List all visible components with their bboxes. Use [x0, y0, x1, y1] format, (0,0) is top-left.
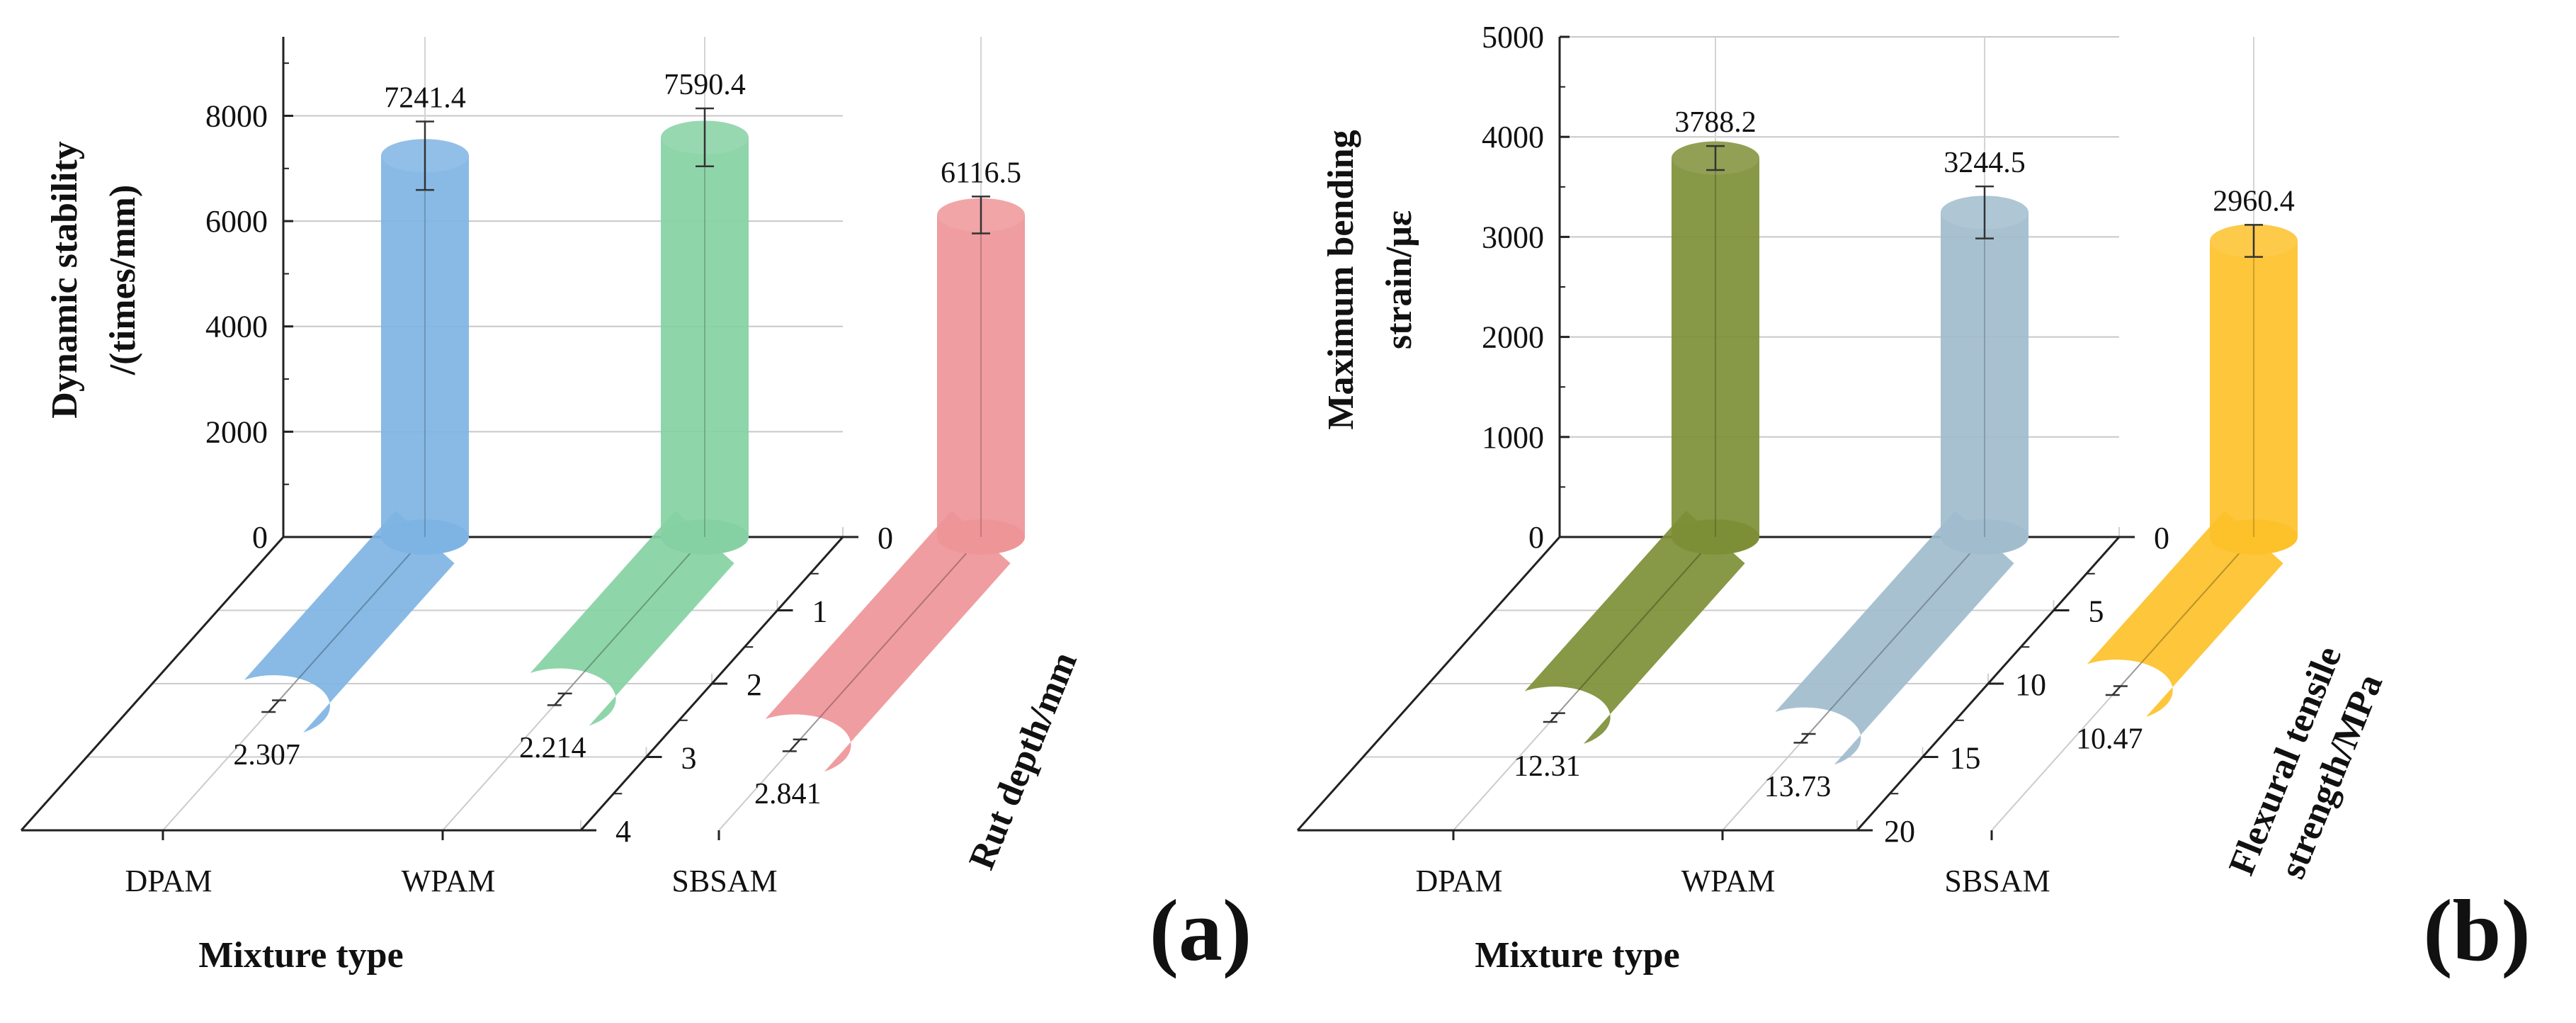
z-tick-label: 0 [2154, 521, 2169, 555]
bar-value-label: 3244.5 [1944, 147, 2026, 179]
y-tick-label: 4000 [205, 310, 268, 344]
z-tick-label: 10 [2015, 667, 2046, 702]
x-tick-label: DPAM [125, 864, 212, 898]
floor-value-label: 10.47 [2076, 723, 2143, 756]
y-axis-title: /(times/mm) [103, 185, 143, 376]
left-floor-edge [1296, 536, 1561, 831]
bar-wpam [661, 137, 749, 537]
floor-value-label: 13.73 [1764, 771, 1832, 803]
z-tick-label: 4 [615, 814, 631, 849]
x-tick-label: SBSAM [671, 864, 777, 898]
y-tick-label: 1000 [1482, 420, 1544, 455]
floor-error-bar [788, 738, 801, 752]
floor-value-label: 2.214 [519, 732, 586, 764]
z-tick-label: 5 [2089, 594, 2104, 629]
y-tick-label: 6000 [205, 204, 268, 239]
bar-value-label: 2960.4 [2213, 185, 2295, 217]
bar-base-ellipse [2210, 519, 2298, 555]
floor-value-label: 2.841 [754, 778, 822, 810]
z-tick-label: 3 [681, 741, 697, 776]
floor-bar-axis [1804, 536, 1985, 739]
x-tick-label: WPAM [1681, 864, 1776, 898]
floor-bar-axis [273, 536, 426, 707]
panel-b: 0 1000 2000 3000 4000 5000 0 5 10 15 20 DPAM WPAM SBS… [1296, 20, 2531, 979]
floor-bar-axis [1553, 536, 1716, 718]
bar-value-label: 3788.2 [1674, 106, 1757, 139]
floor-error-bar [1800, 733, 1810, 744]
y-tick-label: 2000 [1482, 320, 1544, 355]
x-tick-label: SBSAM [1944, 864, 2050, 898]
panel-a: 0 2000 4000 6000 8000 0 1 2 3 4 DPAM WPAM SBSAM 2.307… [20, 37, 1252, 979]
floor-bar-axis [559, 536, 705, 700]
x-tick-label: WPAM [402, 864, 496, 898]
y-tick-label: 2000 [205, 414, 268, 449]
y-tick-label: 3000 [1482, 220, 1544, 254]
y-tick-label: 8000 [205, 98, 268, 133]
x-tick-label: DPAM [1415, 864, 1502, 898]
floor-bar-wpam [530, 510, 734, 726]
left-floor-edge [20, 536, 285, 831]
panel-label: (a) [1150, 882, 1252, 979]
bar-value-label: 7241.4 [384, 82, 466, 115]
bar-sbsam [2210, 240, 2298, 537]
y-axis-title: Maximum bending [1321, 130, 1361, 429]
bar-base-ellipse [937, 519, 1025, 555]
floor-error-bar [268, 699, 280, 713]
floor-value-label: 2.307 [233, 739, 300, 772]
z-tick-label: 1 [812, 594, 828, 629]
y-tick-label: 4000 [1482, 120, 1544, 154]
floor-bar-sbsam [765, 510, 1011, 772]
z-tick-label: 2 [747, 667, 762, 702]
bar-base-ellipse [661, 519, 749, 555]
bar-value-label: 7590.4 [664, 69, 746, 101]
bar-dpam [1672, 158, 1759, 538]
bar-dpam [381, 155, 469, 538]
y-tick-label: 0 [252, 520, 268, 555]
floor-error-bar [553, 693, 566, 706]
bar-value-label: 6116.5 [941, 157, 1021, 189]
floor-bar-dpam [1524, 510, 1745, 745]
floor-bar-dpam [244, 510, 455, 733]
y-tick-label: 5000 [1482, 20, 1544, 55]
y-axis-title: strain/με [1379, 210, 1419, 349]
z-axis-title: Rut depth/mm [961, 646, 1085, 875]
x-axis-title: Mixture type [198, 935, 403, 976]
y-axis-title: Dynamic stability [45, 141, 85, 418]
floor-bar-wpam [1775, 510, 2014, 765]
bar-base-ellipse [1672, 519, 1759, 555]
floor-bar-axis [794, 536, 982, 746]
bar-base-ellipse [381, 519, 469, 555]
z-tick-label: 15 [1950, 741, 1981, 776]
x-axis-title: Mixture type [1475, 935, 1679, 976]
floor-error-bar [1549, 712, 1559, 723]
panel-label: (b) [2423, 882, 2531, 979]
floor-value-label: 12.31 [1514, 750, 1581, 783]
y-tick-label: 0 [1528, 520, 1544, 555]
bar-sbsam [937, 215, 1025, 537]
floor-error-bar [2111, 685, 2121, 696]
floor-bar-axis [2116, 536, 2254, 691]
bar-wpam [1941, 212, 2029, 537]
z-tick-label: 20 [1884, 814, 1915, 849]
z-tick-label: 0 [878, 521, 893, 555]
bar-base-ellipse [1941, 519, 2029, 555]
floor-bar-sbsam [2087, 510, 2283, 717]
